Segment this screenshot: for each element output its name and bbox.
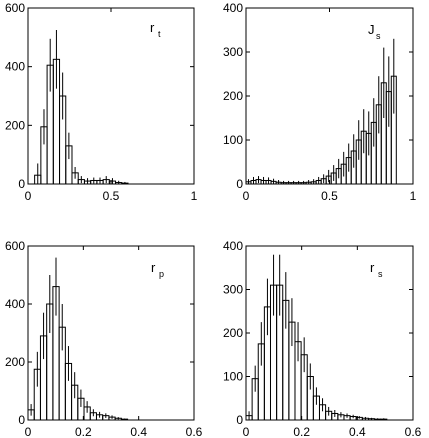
y-tick-label: 0 [236,413,243,427]
panel-label: J [368,22,375,37]
x-tick-label: 1 [191,189,198,203]
panel-label-subscript: s [378,269,383,279]
x-tick-label: 0.2 [75,425,92,438]
histogram-panel-top-right: 0 0.5 1 0 100 200 300 400 J s [223,1,417,203]
panel-label-subscript: t [158,29,161,39]
x-tick-label: 0 [243,189,250,203]
y-tick-label: 200 [223,326,243,340]
x-tick-label: 0.6 [405,425,422,438]
y-tick-label: 100 [223,133,243,147]
histogram-panel-top-left: 0 0.5 1 0 200 400 600 r t [5,1,198,203]
panel-label-subscript: p [159,269,164,279]
x-tick-label: 0 [243,425,250,438]
plot-frame [245,245,414,421]
plot-frame [245,7,414,185]
x-tick-label: 0.4 [130,425,147,438]
x-tick-label: 0.5 [321,189,338,203]
x-tick-label: 0 [25,425,32,438]
y-tick-label: 400 [5,60,25,74]
y-tick-label: 400 [223,1,243,15]
panel-label: r [150,20,155,35]
panel-label: r [151,260,156,275]
y-tick-label: 200 [5,118,25,132]
y-tick-label: 600 [5,1,25,15]
y-tick-label: 600 [5,239,25,253]
panel-label: r [370,260,375,275]
y-tick-label: 400 [5,297,25,311]
y-tick-label: 300 [223,283,243,297]
y-tick-label: 300 [223,45,243,59]
x-tick-label: 0.5 [103,189,120,203]
y-tick-label: 400 [223,239,243,253]
histogram-panel-bottom-left: 0 0.2 0.4 0.6 0 200 400 600 r p [5,239,203,438]
y-tick-label: 0 [18,413,25,427]
x-tick-label: 0 [25,189,32,203]
y-tick-label: 200 [223,89,243,103]
x-tick-label: 1 [410,189,417,203]
y-tick-label: 0 [18,177,25,191]
x-tick-label: 0.4 [349,425,366,438]
y-tick-label: 100 [223,370,243,384]
histogram-panel-bottom-right: 0 0.2 0.4 0.6 0 100 200 300 400 r s [223,239,422,438]
y-tick-label: 200 [5,355,25,369]
x-tick-label: 0.2 [293,425,310,438]
panel-label-subscript: s [376,31,381,41]
x-tick-label: 0.6 [186,425,203,438]
y-tick-label: 0 [236,177,243,191]
